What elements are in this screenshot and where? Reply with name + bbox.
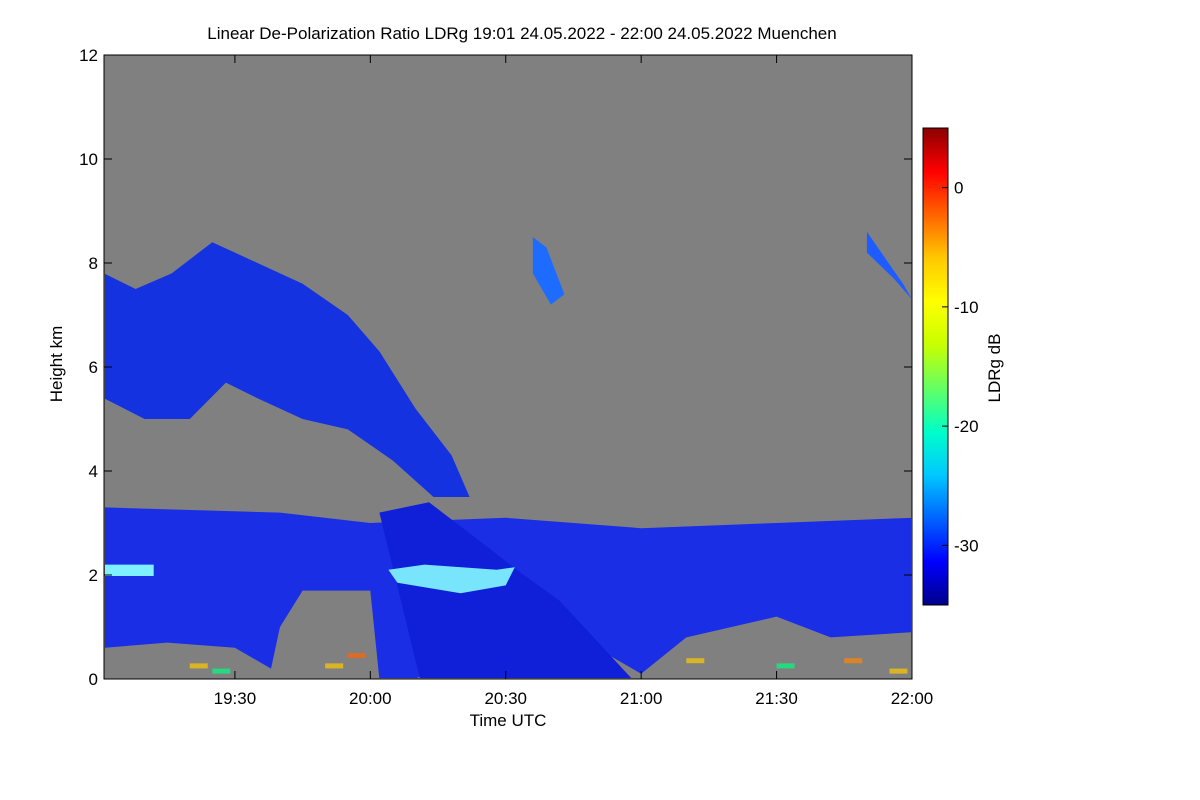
heatmap-field <box>105 231 911 678</box>
colorbar-label: LDRg dB <box>985 334 1004 403</box>
plot-area <box>104 55 912 679</box>
aerosol-speckle <box>844 658 863 664</box>
y-axis-label: Height km <box>47 326 66 403</box>
aerosol-speckle <box>889 668 908 674</box>
x-tick-label: 21:30 <box>755 689 798 708</box>
chart-title: Linear De-Polarization Ratio LDRg 19:01 … <box>207 24 836 43</box>
mid-level-cloud <box>105 242 470 497</box>
aerosol-speckle <box>686 658 705 664</box>
cirrus-patch-1 <box>532 237 565 305</box>
x-axis: 19:30 20:00 20:30 21:00 21:30 22:00 <box>214 55 934 708</box>
colorbar-tick-label: 0 <box>954 179 963 198</box>
melting-layer-left <box>105 564 154 576</box>
y-tick-label: 4 <box>89 462 98 481</box>
x-tick-label: 22:00 <box>891 689 934 708</box>
colorbar-tick-label: -10 <box>954 298 979 317</box>
melting-layer <box>388 564 515 594</box>
colorbar-tick-label: -20 <box>954 417 979 436</box>
colorbar <box>922 127 949 606</box>
y-tick-label: 2 <box>89 566 98 585</box>
cirrus-patch-2 <box>866 231 911 299</box>
x-tick-label: 21:00 <box>620 689 663 708</box>
y-tick-label: 0 <box>89 670 98 689</box>
x-axis-label: Time UTC <box>470 711 547 730</box>
aerosol-speckle <box>189 663 208 669</box>
y-tick-label: 12 <box>79 46 98 65</box>
aerosol-speckle <box>212 668 231 674</box>
y-axis: 0 2 4 6 8 10 12 <box>79 46 912 689</box>
y-tick-label: 6 <box>89 358 98 377</box>
precipitation-fallstreak <box>379 502 632 678</box>
y-tick-label: 8 <box>89 254 98 273</box>
aerosol-speckle <box>325 663 344 669</box>
colorbar-ticks: 0 -10 -20 -30 <box>942 179 979 555</box>
x-tick-label: 20:30 <box>484 689 527 708</box>
aerosol-speckle <box>347 653 366 658</box>
colorbar-tick-label: -30 <box>954 536 979 555</box>
x-tick-label: 19:30 <box>214 689 257 708</box>
x-tick-label: 20:00 <box>349 689 392 708</box>
y-tick-label: 10 <box>79 150 98 169</box>
aerosol-speckle <box>776 663 795 669</box>
